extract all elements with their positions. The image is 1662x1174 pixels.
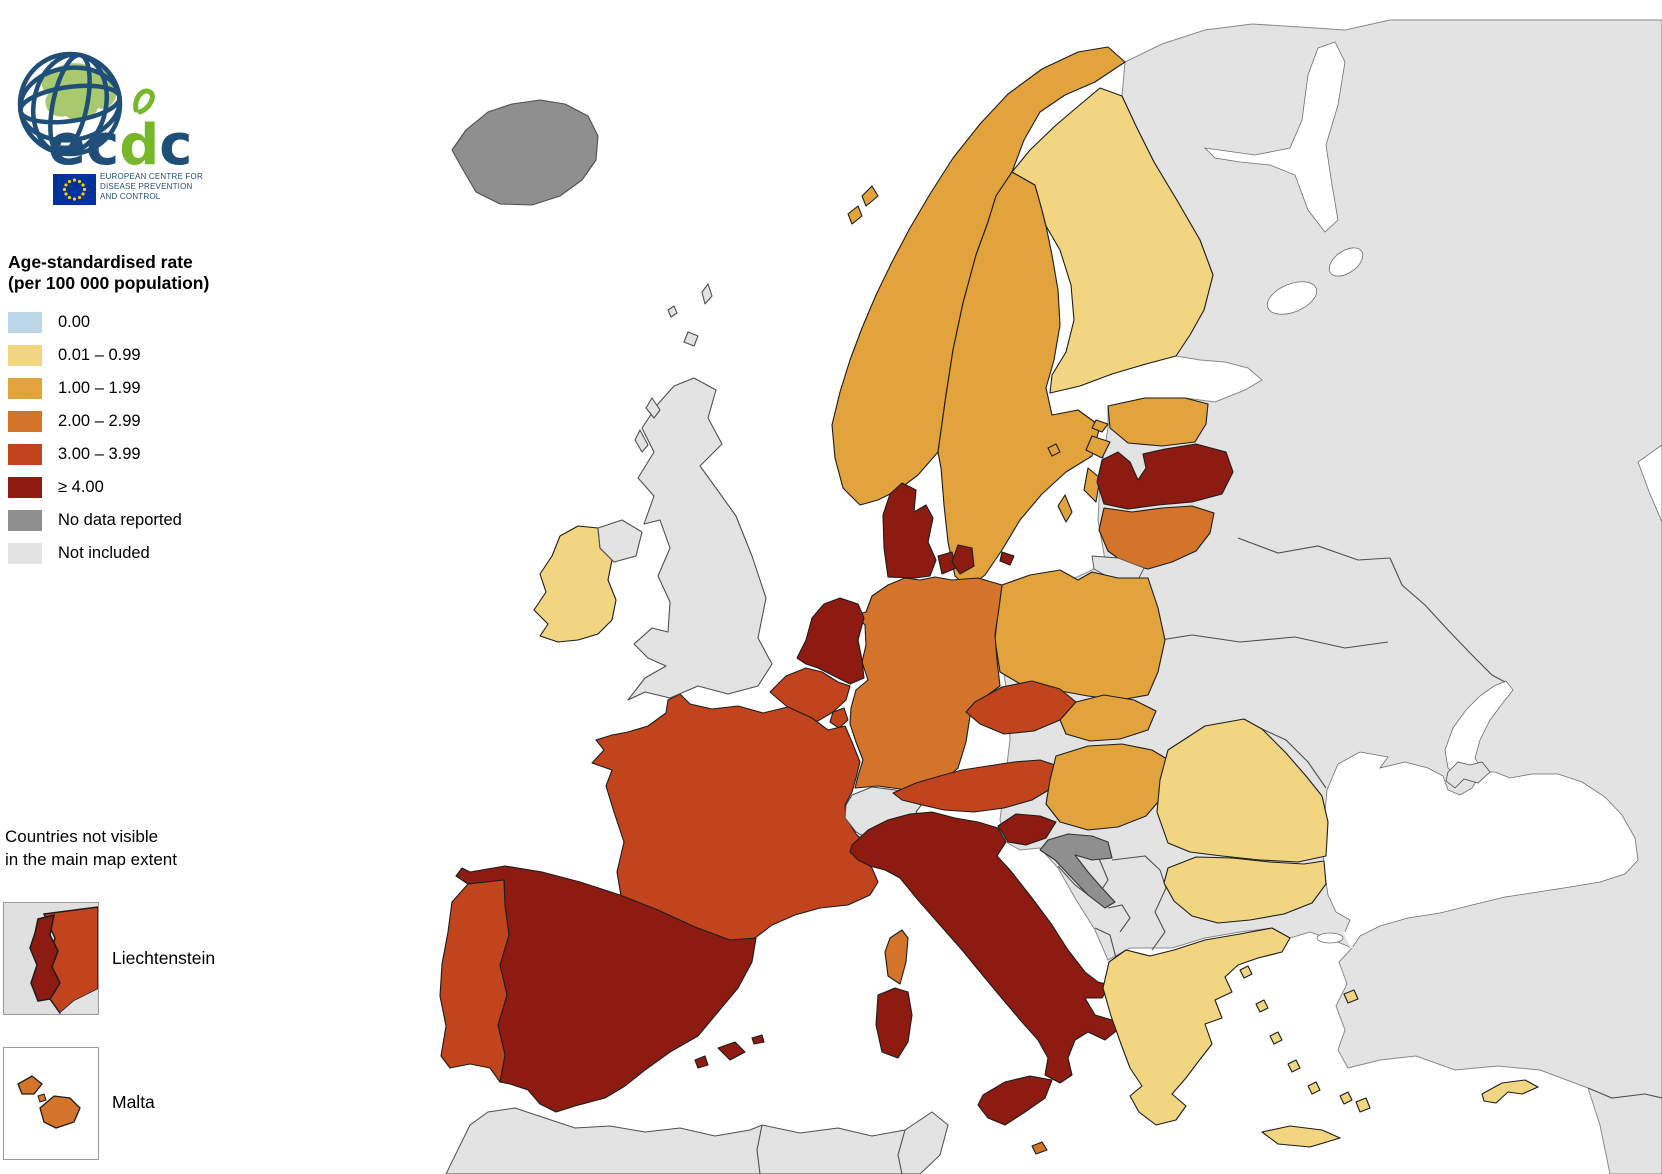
country-uk-orkney xyxy=(683,331,699,347)
white-sea xyxy=(1203,41,1346,233)
country-romania xyxy=(1156,718,1329,863)
country-greece-rhodes xyxy=(1355,1097,1371,1113)
country-sweden-gotland xyxy=(1083,467,1101,503)
country-ireland xyxy=(533,525,617,643)
border-levant xyxy=(1587,1087,1662,1099)
country-greece-island5 xyxy=(1307,1081,1321,1095)
border-algeria-tunisia xyxy=(897,1129,906,1174)
country-norway-lofoten1 xyxy=(861,185,879,207)
country-uk-shetland xyxy=(701,283,713,305)
country-spain-mallorca xyxy=(717,1041,746,1061)
country-cyprus xyxy=(1481,1079,1539,1104)
country-uk-hebrides1 xyxy=(634,429,649,453)
country-greece-lesbos xyxy=(1343,989,1359,1004)
country-latvia xyxy=(1096,443,1234,510)
country-greece-island4 xyxy=(1287,1059,1301,1073)
country-italy-sicily xyxy=(977,1075,1053,1126)
country-estonia-saaremaa xyxy=(1085,435,1111,459)
country-sweden-oland xyxy=(1057,494,1073,523)
country-slovenia xyxy=(997,813,1057,846)
country-portugal xyxy=(439,879,510,1083)
border-serbia-north xyxy=(1111,855,1167,889)
country-denmark-zealand xyxy=(951,544,975,575)
border-belarus-russia xyxy=(1237,537,1391,561)
border-ukraine-russia xyxy=(1389,557,1506,683)
country-estonia xyxy=(1107,397,1209,447)
country-uk-hebrides2 xyxy=(645,397,661,419)
country-finland xyxy=(1011,87,1214,394)
country-lithuania xyxy=(1098,505,1215,570)
country-hungary xyxy=(1045,743,1173,831)
country-estonia-hiiumaa xyxy=(1091,419,1109,433)
country-luxembourg xyxy=(829,707,849,729)
border-belarus-ukraine xyxy=(1147,634,1389,649)
lake-onega xyxy=(1328,247,1364,277)
country-greece-island6 xyxy=(1339,1091,1353,1105)
country-greece-island1 xyxy=(1239,965,1253,979)
country-greece xyxy=(1102,927,1291,1126)
border-moldova-east xyxy=(1261,728,1327,789)
border-serbia-east xyxy=(1151,887,1167,951)
land-north-africa xyxy=(445,1107,949,1174)
border-bosporus xyxy=(1342,931,1354,949)
country-iceland-faroe1 xyxy=(667,305,678,318)
country-corsica xyxy=(884,929,909,985)
country-bulgaria xyxy=(1163,856,1327,924)
seas-and-lakes xyxy=(1203,41,1662,949)
country-germany xyxy=(849,576,1003,798)
sea-of-marmara xyxy=(1316,932,1344,944)
country-spain-ibiza xyxy=(694,1055,709,1069)
country-uk-northern-ireland xyxy=(597,519,643,563)
country-denmark-jutland xyxy=(882,482,937,579)
country-malta-dot xyxy=(1031,1141,1048,1155)
border-montenegro-kosovo xyxy=(1107,904,1131,933)
black-sea xyxy=(1322,751,1639,949)
country-spain-menorca xyxy=(751,1034,765,1045)
country-italy-sardinia xyxy=(875,987,913,1059)
country-netherlands xyxy=(796,597,865,685)
country-slovakia xyxy=(1059,694,1157,742)
crimea-peninsula xyxy=(1445,761,1491,789)
caspian-edge xyxy=(1637,444,1662,523)
lake-ladoga xyxy=(1266,281,1318,315)
country-uk-great-britain xyxy=(627,377,773,701)
country-sweden xyxy=(937,171,1101,589)
country-norway-lofoten2 xyxy=(847,205,863,225)
border-morocco-algeria xyxy=(756,1124,763,1174)
country-greece-island2 xyxy=(1255,999,1269,1013)
country-poland xyxy=(994,569,1166,701)
country-denmark-bornholm xyxy=(999,551,1015,566)
country-greece-crete xyxy=(1261,1125,1341,1148)
country-iceland xyxy=(451,99,599,206)
countries xyxy=(439,46,1539,1155)
country-sweden-archipelago xyxy=(1047,443,1061,457)
country-croatia xyxy=(1039,833,1116,909)
country-greece-island3 xyxy=(1269,1031,1283,1045)
